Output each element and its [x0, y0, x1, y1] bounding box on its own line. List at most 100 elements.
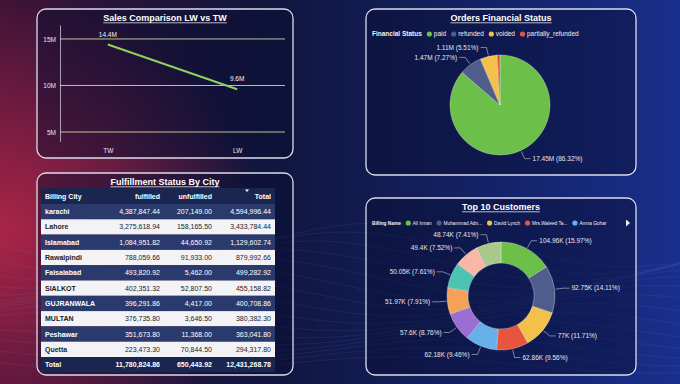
table-cell: 402,351.32: [125, 285, 160, 292]
panel: Top 10 Customers104.96K (15.97%)92.75K (…: [366, 198, 636, 375]
table-total-cell: 12,431,268.78: [226, 361, 271, 369]
table-cell: 52,807.50: [181, 285, 212, 292]
table-cell: 499,282.92: [236, 269, 271, 276]
table-cell: SIALKOT: [45, 285, 76, 292]
table-cell: Rawalpindi: [45, 254, 82, 262]
data-label: 92.75K (14.11%): [572, 284, 620, 292]
leader-line: [437, 272, 450, 275]
table-row: [41, 342, 275, 357]
table-row: [41, 311, 275, 326]
table-row: [41, 281, 275, 296]
slice: [480, 55, 500, 105]
leader-line: [454, 248, 465, 254]
legend-swatch: [520, 31, 525, 36]
table-cell: 493,820.92: [125, 269, 160, 276]
legend-swatch: [427, 31, 432, 36]
y-axis-line: [60, 26, 61, 142]
leader-line: [444, 328, 457, 333]
legend-label: voided: [496, 30, 516, 37]
data-label: 14.4M: [99, 31, 117, 38]
data-label: 62.86K (9.56%): [523, 354, 568, 362]
y-tick-label: 5M: [47, 129, 56, 136]
table-cell: Faisalabad: [45, 269, 81, 276]
legend: Billing NameAli ImranMuhammad Adn...Davi…: [372, 220, 607, 225]
table-row: [41, 326, 275, 341]
leader-line: [472, 347, 481, 354]
table-cell: 3,433,784.44: [230, 223, 271, 230]
grid-line: [60, 131, 285, 132]
data-label: 62.18K (9.46%): [424, 351, 469, 359]
table-row: [41, 219, 275, 234]
chart-title: Fulfillment Status By City: [110, 177, 219, 187]
grid-line: [60, 38, 285, 39]
table-cell: karachi: [45, 208, 70, 215]
legend-label: partially_refunded: [527, 30, 579, 38]
panel-frame: [37, 173, 293, 375]
slice: [497, 55, 500, 105]
leader-line: [513, 350, 521, 358]
table-cell: 207,149.00: [177, 208, 212, 215]
y-tick: 15M: [43, 36, 60, 43]
legend-scroll-arrow: [626, 220, 630, 227]
table-cell: 380,382.30: [236, 315, 271, 322]
slice: [447, 288, 470, 314]
table: Billing CityfulfilledunfulfilledTotalkar…: [41, 188, 275, 372]
data-label: 48.74K (7.41%): [433, 231, 478, 239]
panel: Fulfillment Status By CityBilling Cityfu…: [37, 173, 293, 375]
table-cell: 1,129,602.74: [230, 239, 271, 246]
table-cell: 351,673.80: [125, 331, 160, 338]
x-tick-label: LW: [233, 147, 243, 154]
data-label: 9.6M: [230, 75, 244, 82]
table-header-cell: fulfilled: [135, 193, 160, 200]
dashboard: Sales Comparison LW vs TW5M10M15MTWLW14.…: [0, 0, 680, 384]
table-row: [41, 235, 275, 250]
data-label: 49.4K (7.52%): [411, 244, 453, 252]
table-cell: MULTAN: [45, 315, 74, 322]
table-cell: 11,368.00: [181, 331, 212, 338]
line-series: [108, 45, 237, 90]
leader-line: [556, 288, 570, 290]
title-underline: [103, 22, 227, 23]
legend-title: Billing Name: [372, 221, 401, 226]
y-tick: 10M: [43, 82, 60, 89]
panel: Sales Comparison LW vs TW5M10M15MTWLW14.…: [37, 9, 293, 158]
table-cell: 4,594,996.44: [230, 208, 271, 215]
leader-line: [481, 48, 489, 56]
legend-swatch: [525, 220, 530, 225]
table-header-cell: Total: [255, 193, 271, 200]
table-cell: 455,158.82: [236, 285, 271, 292]
legend-swatch: [451, 31, 456, 36]
panel-frame: [366, 198, 636, 375]
slices: [450, 55, 550, 155]
data-labels: 17.45M (86.32%)1.47M (7.27%)1.11M (5.51%…: [415, 44, 583, 163]
y-tick-label: 10M: [43, 82, 56, 89]
table-row: [41, 296, 275, 311]
legend-swatch: [487, 220, 492, 225]
table-header-bg: [41, 188, 275, 204]
leader-line: [480, 235, 488, 243]
legend-label: refunded: [458, 30, 484, 37]
chart-title: Orders Financial Status: [450, 13, 551, 23]
data-label: 50.05K (7.61%): [390, 268, 435, 276]
data-label: 104.96K (15.97%): [539, 237, 591, 245]
table-cell: 3,646.50: [185, 315, 212, 322]
table-cell: 376,735.80: [125, 315, 160, 322]
legend-label: Mrs.Waleed Ta...: [532, 221, 567, 226]
table-header-cell: unfulfilled: [179, 193, 212, 200]
table-row: [41, 204, 275, 219]
legend-label: Muhammad Adn...: [444, 221, 483, 226]
table-cell: Peshawar: [45, 331, 78, 338]
leader-line: [544, 331, 556, 336]
table-cell: Islamabad: [45, 239, 79, 246]
leader-line: [527, 241, 537, 248]
table-cell: 3,275,618.94: [119, 223, 160, 230]
table-row: [41, 265, 275, 280]
data-label: 57.6K (8.76%): [400, 329, 442, 337]
table-cell: 4,387,847.44: [119, 208, 160, 215]
leader-line: [432, 301, 446, 303]
title-underline: [450, 22, 551, 23]
data-label: 77K (11.71%): [558, 332, 597, 340]
y-tick-label: 15M: [43, 36, 56, 43]
table-cell: 788,059.66: [125, 254, 160, 261]
table-total-cell: 11,780,824.86: [116, 361, 160, 369]
